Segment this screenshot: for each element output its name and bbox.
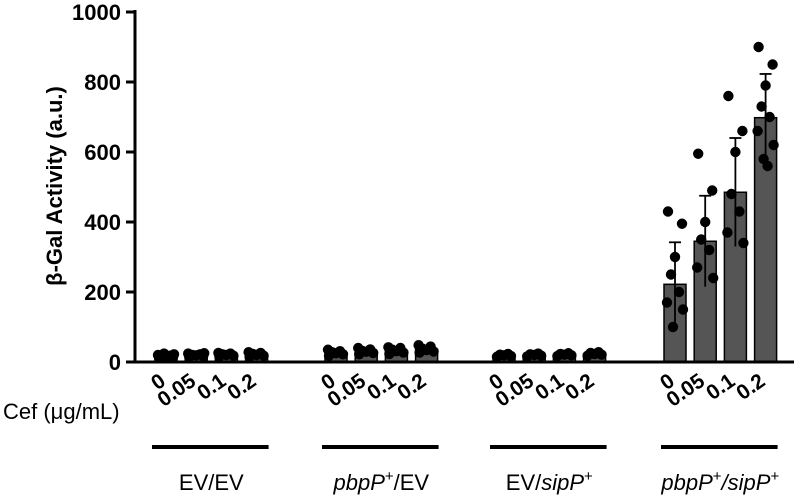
data-point [334, 345, 346, 357]
data-point [677, 304, 689, 315]
data-point [692, 262, 703, 273]
group-label: EV/sipP+ [506, 468, 593, 495]
data-point [700, 216, 711, 228]
data-points [152, 41, 779, 363]
data-point [738, 237, 749, 249]
data-point [213, 347, 224, 359]
data-point [413, 340, 424, 351]
data-point [158, 348, 170, 359]
data-point [494, 349, 506, 360]
data-point [243, 347, 254, 358]
data-point [707, 185, 718, 196]
data-point [768, 139, 779, 151]
data-point [752, 125, 763, 137]
dose-tick-label: 0.2 [732, 369, 769, 405]
data-point [708, 272, 719, 284]
data-point [183, 348, 194, 359]
data-point [525, 349, 536, 360]
data-point [593, 347, 604, 358]
data-point [756, 101, 767, 112]
data-point [502, 348, 514, 360]
data-point [704, 244, 715, 256]
dose-tick-label: 0.2 [393, 369, 430, 405]
y-tick-label: 1000 [72, 0, 121, 25]
data-point [168, 349, 180, 360]
y-tick-label: 400 [84, 210, 121, 235]
data-point [764, 111, 775, 123]
data-point [730, 146, 741, 158]
data-point [722, 227, 733, 238]
bars [154, 116, 778, 363]
dose-row-label: Cef (μg/mL) [3, 399, 120, 424]
data-point [555, 348, 566, 360]
data-point [199, 348, 210, 359]
data-point [563, 348, 574, 359]
data-point [225, 348, 236, 359]
data-point [662, 206, 674, 217]
data-point [665, 269, 677, 280]
data-point [673, 286, 685, 298]
data-point [762, 160, 773, 172]
dose-tick-labels: 00.050.10.2 00.050.10.2 00.050.10.2 00.050.… [147, 369, 769, 411]
y-tick-label: 0 [109, 350, 121, 375]
y-tick-label: 200 [84, 280, 121, 305]
data-point [425, 341, 436, 352]
data-point [723, 90, 734, 102]
data-point [753, 41, 764, 53]
y-tick-label: 800 [84, 70, 121, 95]
dose-tick-label: 0.2 [561, 369, 598, 405]
group-label: pbpP+/EV [332, 468, 429, 495]
data-point [676, 218, 688, 229]
y-axis-label: β-Gal Activity (a.u.) [42, 86, 67, 286]
y-tick-labels: 0 200 400 600 800 1000 [72, 0, 121, 375]
group-label: EV/EV [179, 470, 244, 495]
data-point [585, 347, 596, 359]
data-point [693, 148, 704, 159]
data-point [353, 342, 364, 354]
data-point [661, 297, 673, 308]
data-point [365, 344, 376, 355]
data-point [322, 344, 334, 355]
data-point [255, 347, 266, 359]
data-point [395, 342, 406, 354]
dose-tick-label: 0.2 [223, 369, 260, 405]
data-point [667, 321, 679, 333]
data-point [696, 234, 707, 245]
data-point [767, 59, 778, 70]
data-point [669, 251, 681, 263]
axes [126, 10, 794, 449]
data-point [533, 348, 544, 359]
data-point [383, 342, 394, 353]
data-point [760, 80, 771, 91]
data-point [734, 206, 745, 217]
data-point [726, 188, 737, 200]
group-label: pbpP+/sipP+ [660, 468, 779, 495]
y-tick-label: 600 [84, 140, 121, 165]
data-point [737, 125, 748, 137]
group-labels: EV/EV pbpP+/EV EV/sipP+ pbpP+/sipP+ [179, 468, 780, 495]
